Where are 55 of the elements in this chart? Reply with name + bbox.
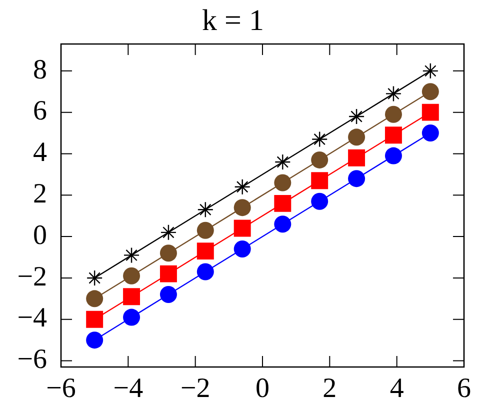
x-tick-label: −4 xyxy=(113,373,144,404)
point xyxy=(422,83,439,100)
point xyxy=(348,108,365,125)
point xyxy=(123,247,140,264)
point xyxy=(160,265,177,282)
point xyxy=(274,154,291,170)
point xyxy=(311,151,328,168)
y-tick-label: −4 xyxy=(17,302,47,334)
point xyxy=(123,288,140,306)
point xyxy=(422,124,439,142)
point xyxy=(311,131,328,148)
point xyxy=(86,290,104,308)
y-tick-label: −6 xyxy=(17,344,47,376)
point xyxy=(234,220,251,237)
point xyxy=(160,224,177,241)
point xyxy=(197,202,214,218)
point xyxy=(385,86,402,102)
point xyxy=(234,240,251,258)
point xyxy=(86,332,104,349)
point xyxy=(123,267,140,284)
y-tick-label: 8 xyxy=(33,54,47,86)
point xyxy=(86,270,103,286)
point xyxy=(311,192,328,210)
point xyxy=(160,244,177,262)
y-tick-label: −2 xyxy=(17,261,47,292)
point xyxy=(274,216,292,233)
point xyxy=(274,174,292,192)
point xyxy=(348,128,366,146)
point xyxy=(311,172,328,190)
chart-title: k = 1 xyxy=(202,4,264,37)
x-tick-label: 4 xyxy=(390,373,404,404)
point xyxy=(196,263,214,280)
point xyxy=(384,147,402,164)
y-tick-label: 4 xyxy=(33,137,47,168)
point xyxy=(348,149,366,166)
point xyxy=(160,286,177,304)
x-tick-label: 0 xyxy=(256,373,270,404)
y-tick-label: 6 xyxy=(33,96,47,127)
x-tick-label: 6 xyxy=(457,373,471,404)
x-tick-label: −2 xyxy=(180,373,210,404)
point xyxy=(422,62,439,80)
y-tick-label: 2 xyxy=(33,178,47,210)
y-tick-label: 0 xyxy=(33,220,47,251)
point xyxy=(234,199,251,216)
point xyxy=(86,310,104,328)
point xyxy=(123,308,140,326)
point xyxy=(384,126,402,144)
point xyxy=(274,194,292,212)
x-tick-label: 2 xyxy=(322,373,337,404)
point xyxy=(196,222,214,239)
point xyxy=(422,104,439,121)
point xyxy=(234,178,250,195)
point xyxy=(196,242,214,260)
point xyxy=(384,106,402,123)
point xyxy=(348,170,366,188)
